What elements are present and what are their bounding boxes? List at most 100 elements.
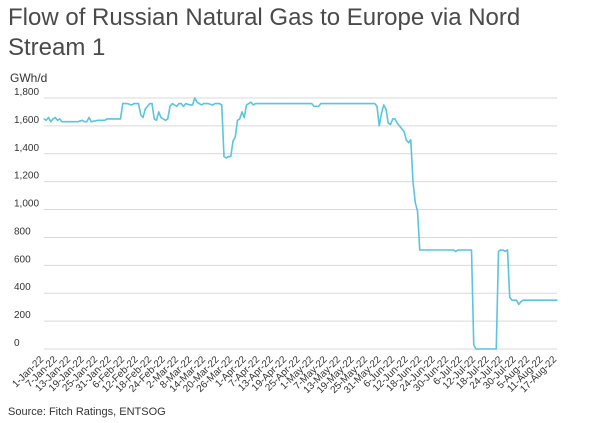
- data-point: [509, 296, 511, 299]
- data-point: [203, 102, 205, 105]
- data-point: [394, 118, 396, 120]
- data-point: [374, 102, 376, 105]
- data-point: [311, 102, 313, 105]
- data-point: [196, 101, 198, 103]
- data-point: [178, 102, 180, 105]
- data-point: [83, 121, 86, 123]
- data-point: [214, 102, 216, 105]
- data-point: [50, 121, 52, 123]
- data-point: [171, 102, 173, 105]
- data-point: [315, 105, 317, 107]
- data-point: [293, 102, 295, 105]
- data-point: [56, 119, 59, 121]
- data-point: [108, 118, 110, 120]
- data-point: [90, 121, 92, 123]
- data-point: [306, 102, 308, 105]
- data-point: [511, 299, 513, 301]
- data-point: [488, 348, 491, 350]
- y-tick-label: 400: [14, 282, 31, 293]
- data-point: [189, 104, 191, 106]
- data-point: [506, 249, 509, 251]
- data-point: [54, 116, 56, 119]
- data-point: [549, 299, 551, 301]
- data-point: [299, 102, 302, 105]
- data-point: [144, 108, 146, 110]
- data-point: [405, 139, 407, 141]
- y-tick-label: 0: [14, 338, 20, 349]
- data-point: [52, 118, 54, 120]
- data-point: [169, 105, 171, 107]
- data-point: [250, 101, 252, 103]
- data-point: [223, 155, 225, 158]
- data-point: [266, 102, 268, 105]
- data-point: [326, 102, 329, 105]
- data-point: [86, 121, 88, 123]
- y-tick-label: 1,000: [14, 199, 39, 210]
- data-point: [383, 104, 385, 106]
- data-point: [439, 249, 441, 251]
- data-point: [47, 116, 50, 119]
- data-point: [243, 116, 245, 119]
- data-point: [167, 118, 169, 120]
- data-point: [155, 119, 158, 121]
- data-point: [421, 249, 423, 251]
- data-point: [468, 249, 470, 251]
- data-point: [180, 102, 182, 105]
- y-tick-label: 1,800: [14, 87, 39, 98]
- data-point: [353, 102, 356, 105]
- data-point: [45, 119, 47, 121]
- data-point: [61, 121, 63, 123]
- data-point: [153, 118, 155, 120]
- data-point: [378, 125, 380, 127]
- data-point: [403, 130, 405, 133]
- data-point: [104, 119, 106, 121]
- data-point: [137, 102, 140, 105]
- data-point: [272, 102, 275, 105]
- data-point: [380, 112, 383, 114]
- data-point: [387, 122, 389, 124]
- y-tick-label: 1,400: [14, 143, 39, 154]
- data-point: [513, 299, 515, 301]
- data-point: [398, 125, 401, 127]
- data-point: [504, 250, 506, 252]
- data-point: [389, 123, 392, 126]
- data-point: [146, 105, 149, 107]
- data-point: [419, 249, 421, 251]
- data-point: [234, 136, 236, 138]
- data-point: [122, 102, 124, 105]
- data-point: [475, 348, 477, 350]
- data-point: [500, 249, 502, 251]
- data-point: [207, 102, 209, 105]
- data-point: [470, 249, 473, 251]
- data-point: [416, 210, 419, 212]
- data-point: [77, 121, 79, 123]
- data-point: [340, 102, 342, 105]
- data-point: [254, 102, 257, 105]
- data-point: [241, 111, 243, 113]
- data-point: [396, 122, 398, 124]
- series-line: [43, 97, 557, 350]
- data-point: [43, 118, 45, 120]
- data-point: [347, 102, 349, 105]
- data-point: [106, 118, 108, 120]
- data-point: [531, 299, 533, 301]
- y-tick-label: 1,600: [14, 115, 39, 126]
- data-point: [320, 102, 322, 105]
- data-point: [248, 102, 250, 105]
- data-point: [119, 118, 122, 120]
- data-point: [495, 348, 497, 350]
- data-point: [518, 303, 520, 305]
- data-point: [133, 102, 135, 105]
- data-point: [162, 118, 164, 120]
- data-point: [88, 116, 90, 119]
- data-point: [97, 119, 99, 121]
- data-point: [279, 102, 281, 105]
- data-point: [239, 118, 241, 120]
- y-tick-label: 800: [14, 226, 31, 237]
- data-point: [333, 102, 335, 105]
- data-point: [225, 157, 227, 159]
- data-point: [461, 249, 464, 251]
- data-point: [151, 102, 153, 105]
